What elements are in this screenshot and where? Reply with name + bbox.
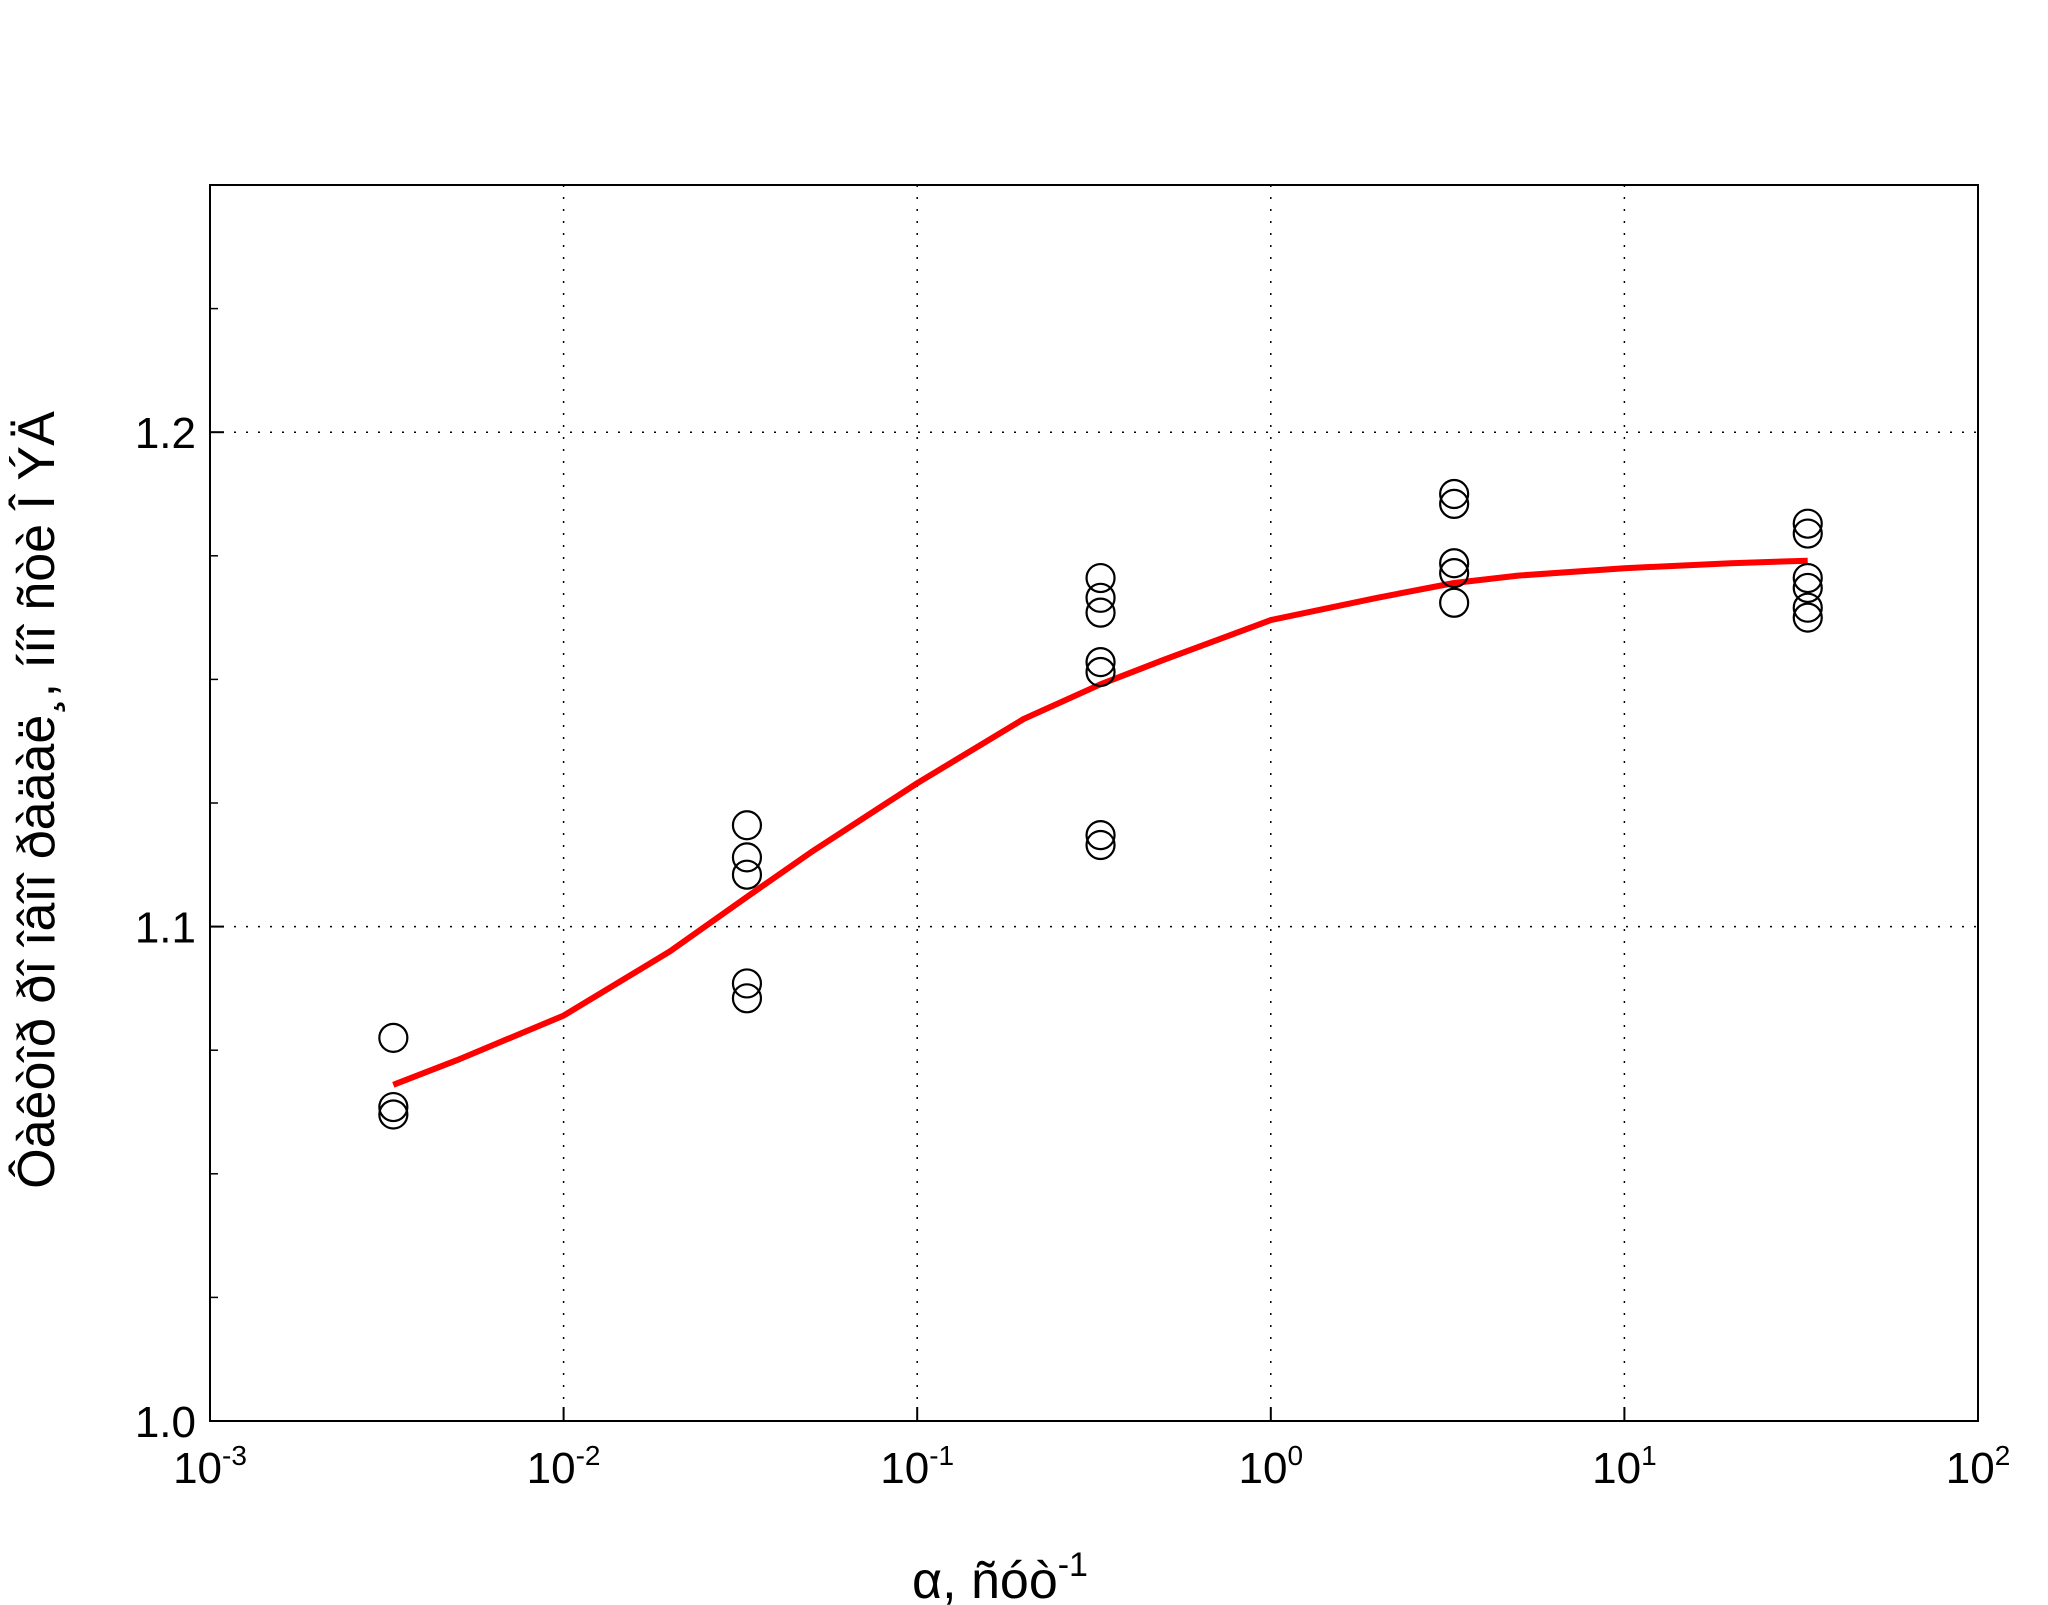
data-point xyxy=(1085,597,1116,628)
y-tick-label: 1.0 xyxy=(135,1398,196,1447)
data-point xyxy=(378,1022,409,1053)
data-point xyxy=(731,810,763,841)
data-point xyxy=(731,968,763,999)
data-point xyxy=(1085,656,1116,688)
data-point xyxy=(1792,508,1823,539)
data-point xyxy=(1085,829,1116,861)
data-points xyxy=(378,478,1823,1130)
x-tick-label: 102 xyxy=(1946,1440,2011,1493)
data-point xyxy=(731,859,763,890)
x-tick-label: 10-1 xyxy=(880,1440,954,1493)
data-point xyxy=(1085,582,1116,613)
y-tick-labels: 1.0 1.1 1.2 xyxy=(135,409,196,1447)
data-point xyxy=(731,842,763,873)
data-point xyxy=(1439,587,1470,618)
data-point xyxy=(1439,558,1470,589)
axis-ticks xyxy=(209,184,1979,1422)
x-tick-labels: 10-3 10-2 10-1 100 101 102 xyxy=(173,1440,2010,1493)
x-tick-label: 10-2 xyxy=(527,1440,601,1493)
data-point xyxy=(1792,572,1823,604)
data-point xyxy=(1439,548,1470,579)
plot-frame xyxy=(209,184,1979,1422)
x-axis-title: α, ñóò-1 xyxy=(912,1546,1088,1605)
data-point xyxy=(1085,646,1116,678)
x-tick-label: 10-3 xyxy=(173,1440,247,1493)
data-point xyxy=(378,1091,409,1123)
x-tick-label: 101 xyxy=(1592,1440,1657,1493)
data-point xyxy=(1792,562,1823,594)
data-point xyxy=(1085,820,1116,851)
data-point xyxy=(1792,592,1823,623)
data-point xyxy=(1792,518,1823,549)
data-point xyxy=(1439,488,1470,519)
x-tick-label: 100 xyxy=(1239,1440,1304,1493)
fit-line xyxy=(392,557,1808,1088)
y-tick-label: 1.1 xyxy=(135,904,196,953)
y-tick-label: 1.2 xyxy=(135,409,196,458)
data-point xyxy=(1792,602,1823,633)
data-point xyxy=(1085,562,1116,594)
data-point xyxy=(731,983,763,1014)
data-point xyxy=(1439,478,1470,510)
grid-lines xyxy=(210,185,1978,1421)
data-point xyxy=(378,1099,409,1130)
y-axis-title: Ôàêòîð ðî îâîî ðàäàë¸, ííî ñòè Î ÝÄ xyxy=(8,411,66,1189)
fit-curve xyxy=(392,557,1808,1088)
